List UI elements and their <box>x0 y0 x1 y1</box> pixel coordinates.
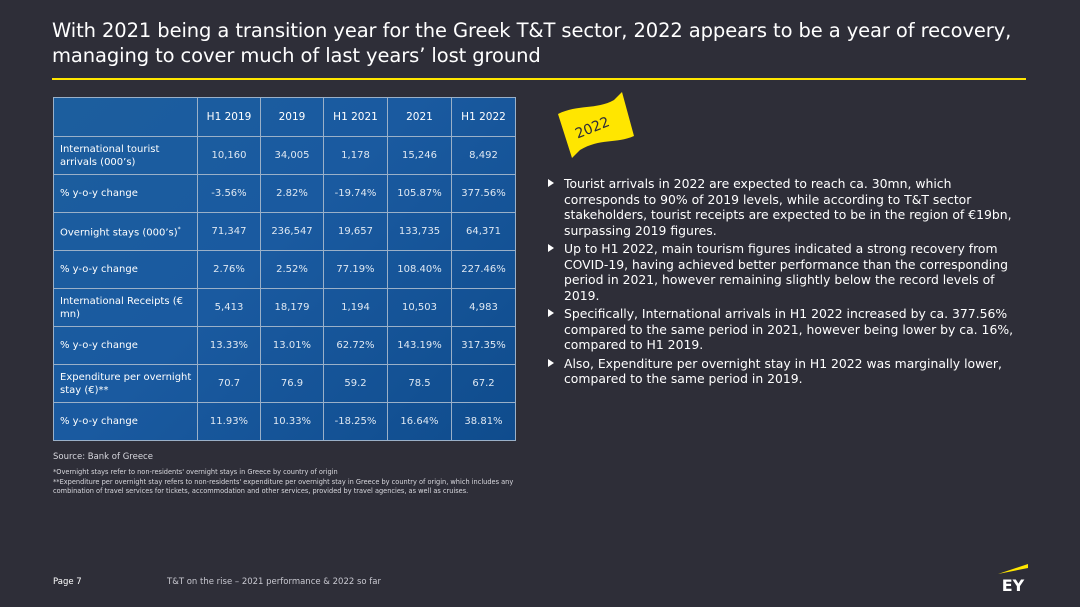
bullet-text: Specifically, International arrivals in … <box>564 306 1014 352</box>
table-row: Expenditure per overnight stay (€)** 70.… <box>53 364 516 403</box>
table-cell: 67.2 <box>451 364 516 403</box>
table-cell: 5,413 <box>197 288 261 327</box>
table-cell: 71,347 <box>197 212 261 251</box>
table-cell: 2.52% <box>260 250 324 289</box>
list-item: Up to H1 2022, main tourism figures indi… <box>548 241 1018 303</box>
table-cell: 105.87% <box>387 174 452 213</box>
table-cell: 10,503 <box>387 288 452 327</box>
table-cell: 1,178 <box>323 136 388 175</box>
table-cell: 76.9 <box>260 364 324 403</box>
row-label: % y-o-y change <box>53 174 198 213</box>
row-label: International tourist arrivals (000’s) <box>53 136 198 175</box>
table-cell: 38.81% <box>451 402 516 441</box>
table-cell: 11.93% <box>197 402 261 441</box>
column-header: 2019 <box>260 97 324 137</box>
table-cell: 317.35% <box>451 326 516 365</box>
table-cell: 64,371 <box>451 212 516 251</box>
tourism-figures-table: H1 2019 2019 H1 2021 2021 H1 2022 Intern… <box>53 97 516 441</box>
row-label: Expenditure per overnight stay (€)** <box>53 364 198 403</box>
footnotes: *Overnight stays refer to non-residents'… <box>53 468 553 497</box>
slide-title: With 2021 being a transition year for th… <box>52 19 1012 67</box>
footer-document-title: T&T on the rise – 2021 performance & 202… <box>167 577 381 587</box>
footnote-overnight-stays: *Overnight stays refer to non-residents'… <box>53 468 338 476</box>
table-cell: 62.72% <box>323 326 388 365</box>
table-cell: 78.5 <box>387 364 452 403</box>
footnote-marker: * <box>177 226 181 234</box>
table-row: International tourist arrivals (000’s) 1… <box>53 136 516 175</box>
row-label: Overnight stays (000’s)* <box>53 212 198 251</box>
bullet-text: Tourist arrivals in 2022 are expected to… <box>564 176 1012 238</box>
list-item: Also, Expenditure per overnight stay in … <box>548 356 1018 387</box>
bullet-text: Also, Expenditure per overnight stay in … <box>564 355 1002 387</box>
table-cell: 143.19% <box>387 326 452 365</box>
table-cell: 8,492 <box>451 136 516 175</box>
list-item: Tourist arrivals in 2022 are expected to… <box>548 176 1018 238</box>
column-header: H1 2019 <box>197 97 261 137</box>
table-cell: 4,983 <box>451 288 516 327</box>
table-cell: 15,246 <box>387 136 452 175</box>
table-cell: 19,657 <box>323 212 388 251</box>
bullet-arrow-icon <box>548 309 554 317</box>
table-cell: 236,547 <box>260 212 324 251</box>
table-cell: 108.40% <box>387 250 452 289</box>
column-header: H1 2021 <box>323 97 388 137</box>
table-row: Overnight stays (000’s)* 71,347 236,547 … <box>53 212 516 251</box>
title-divider <box>52 78 1026 80</box>
bullet-text: Up to H1 2022, main tourism figures indi… <box>564 241 1008 303</box>
row-label: International Receipts (€ mn) <box>53 288 198 327</box>
bullet-arrow-icon <box>548 244 554 252</box>
flag-2022-icon: 2022 <box>558 92 634 158</box>
table-row: % y-o-y change 2.76% 2.52% 77.19% 108.40… <box>53 250 516 289</box>
table-header-row: H1 2019 2019 H1 2021 2021 H1 2022 <box>53 97 516 137</box>
row-label: % y-o-y change <box>53 250 198 289</box>
ey-logo-text: EY <box>1002 576 1025 594</box>
table-cell: 34,005 <box>260 136 324 175</box>
footnote-expenditure: **Expenditure per overnight stay refers … <box>53 477 514 496</box>
table-cell: -19.74% <box>323 174 388 213</box>
table-cell: 377.56% <box>451 174 516 213</box>
table-cell: 13.33% <box>197 326 261 365</box>
table-cell: 133,735 <box>387 212 452 251</box>
table-cell: 10,160 <box>197 136 261 175</box>
table-cell: 10.33% <box>260 402 324 441</box>
bullet-arrow-icon <box>548 358 554 367</box>
key-points-list: Tourist arrivals in 2022 are expected to… <box>548 176 1018 390</box>
table-row: International Receipts (€ mn) 5,413 18,1… <box>53 288 516 327</box>
table-cell: 227.46% <box>451 250 516 289</box>
table-cell: 1,194 <box>323 288 388 327</box>
table-cell: 2.82% <box>260 174 324 213</box>
table-cell: 2.76% <box>197 250 261 289</box>
table-cell: 77.19% <box>323 250 388 289</box>
table-cell: 70.7 <box>197 364 261 403</box>
table-cell: 16.64% <box>387 402 452 441</box>
table-cell: -3.56% <box>197 174 261 213</box>
row-label: % y-o-y change <box>53 402 198 441</box>
row-label: % y-o-y change <box>53 326 198 365</box>
table-cell: -18.25% <box>323 402 388 441</box>
source-note: Source: Bank of Greece <box>53 452 153 462</box>
table-row: % y-o-y change -3.56% 2.82% -19.74% 105.… <box>53 174 516 213</box>
ey-logo-icon: EY <box>998 564 1028 594</box>
column-header: H1 2022 <box>451 97 516 137</box>
table-row: % y-o-y change 13.33% 13.01% 62.72% 143.… <box>53 326 516 365</box>
list-item: Specifically, International arrivals in … <box>548 306 1018 353</box>
table-cell: 13.01% <box>260 326 324 365</box>
row-label-text: Overnight stays (000’s) <box>60 227 178 239</box>
bullet-arrow-icon <box>548 179 554 187</box>
table-cell: 18,179 <box>260 288 324 327</box>
table-cell: 59.2 <box>323 364 388 403</box>
table-corner-cell <box>53 97 198 137</box>
table-row: % y-o-y change 11.93% 10.33% -18.25% 16.… <box>53 402 516 441</box>
page-number: Page 7 <box>53 577 82 587</box>
column-header: 2021 <box>387 97 452 137</box>
